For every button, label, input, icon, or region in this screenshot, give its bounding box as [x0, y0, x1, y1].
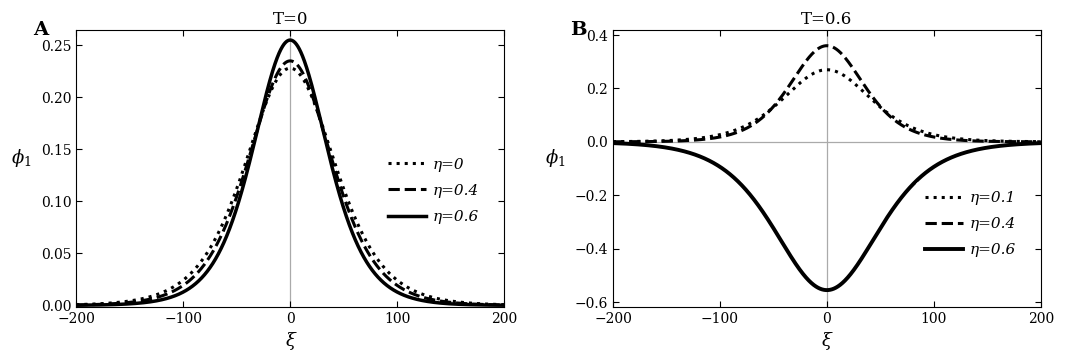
η=0.1 [917, 130, 930, 134]
η=0.1 [809, 70, 822, 74]
η=0.4 [273, 68, 285, 72]
η=0.6 [790, 262, 803, 267]
Line: η=0.1: η=0.1 [613, 70, 1041, 142]
Y-axis label: $\phi_1$: $\phi_1$ [545, 147, 566, 169]
η=0 [485, 302, 497, 306]
η=0 [283, 66, 296, 70]
η=0 [381, 269, 394, 273]
η=0.4 [1021, 140, 1034, 144]
η=0.1 [820, 68, 833, 72]
η=0.4 [253, 121, 266, 125]
Title: T=0.6: T=0.6 [801, 11, 852, 28]
η=0.6 [809, 284, 822, 289]
Line: η=0: η=0 [77, 68, 504, 305]
η=0.4 [820, 44, 833, 48]
Legend: η=0, η=0.4, η=0.6: η=0, η=0.4, η=0.6 [379, 148, 488, 233]
η=0.4 [790, 73, 803, 78]
η=0.6 [283, 38, 296, 42]
η=0.6 [1021, 142, 1034, 146]
η=0 [249, 129, 262, 134]
Y-axis label: $\phi_1$: $\phi_1$ [11, 147, 32, 169]
X-axis label: ξ: ξ [285, 332, 295, 350]
η=0.4 [786, 78, 799, 83]
η=0.6 [1000, 143, 1013, 147]
Text: B: B [570, 21, 587, 39]
η=0.6 [607, 141, 620, 145]
η=0.6 [273, 50, 285, 54]
η=0.6 [786, 257, 799, 261]
η=0.6 [1034, 141, 1047, 145]
η=0.4 [463, 302, 476, 306]
η=0.4 [607, 140, 620, 144]
η=0.6 [820, 288, 833, 292]
η=0.4 [283, 59, 296, 63]
η=0.4 [1034, 140, 1047, 144]
η=0.6 [485, 303, 497, 307]
η=0.4 [249, 132, 262, 136]
η=0.4 [497, 303, 510, 307]
η=0.6 [249, 134, 262, 138]
η=0.4 [917, 132, 930, 137]
Title: T=0: T=0 [273, 11, 308, 28]
η=0.4 [1000, 139, 1013, 144]
η=0.1 [1000, 139, 1013, 143]
η=0.6 [70, 303, 83, 307]
η=0.1 [1021, 139, 1034, 144]
η=0.6 [253, 119, 266, 124]
Text: A: A [33, 21, 49, 39]
η=0.1 [790, 84, 803, 88]
η=0.6 [497, 303, 510, 307]
η=0.1 [1034, 139, 1047, 144]
Line: η=0.4: η=0.4 [77, 61, 504, 305]
Line: η=0.4: η=0.4 [613, 46, 1041, 142]
Legend: η=0.1, η=0.4, η=0.6: η=0.1, η=0.4, η=0.6 [916, 182, 1025, 266]
η=0 [253, 119, 266, 123]
η=0.1 [786, 87, 799, 92]
η=0.4 [381, 275, 394, 279]
Line: η=0.6: η=0.6 [77, 40, 504, 305]
η=0.6 [381, 283, 394, 288]
η=0 [497, 303, 510, 307]
η=0 [70, 303, 83, 307]
η=0.6 [463, 303, 476, 307]
η=0 [463, 301, 476, 305]
Line: η=0.6: η=0.6 [613, 143, 1041, 290]
η=0.6 [917, 172, 930, 177]
η=0.4 [809, 48, 822, 52]
X-axis label: ξ: ξ [822, 332, 832, 350]
η=0 [273, 73, 285, 78]
η=0.1 [607, 139, 620, 144]
η=0.4 [485, 303, 497, 307]
η=0.4 [70, 303, 83, 307]
